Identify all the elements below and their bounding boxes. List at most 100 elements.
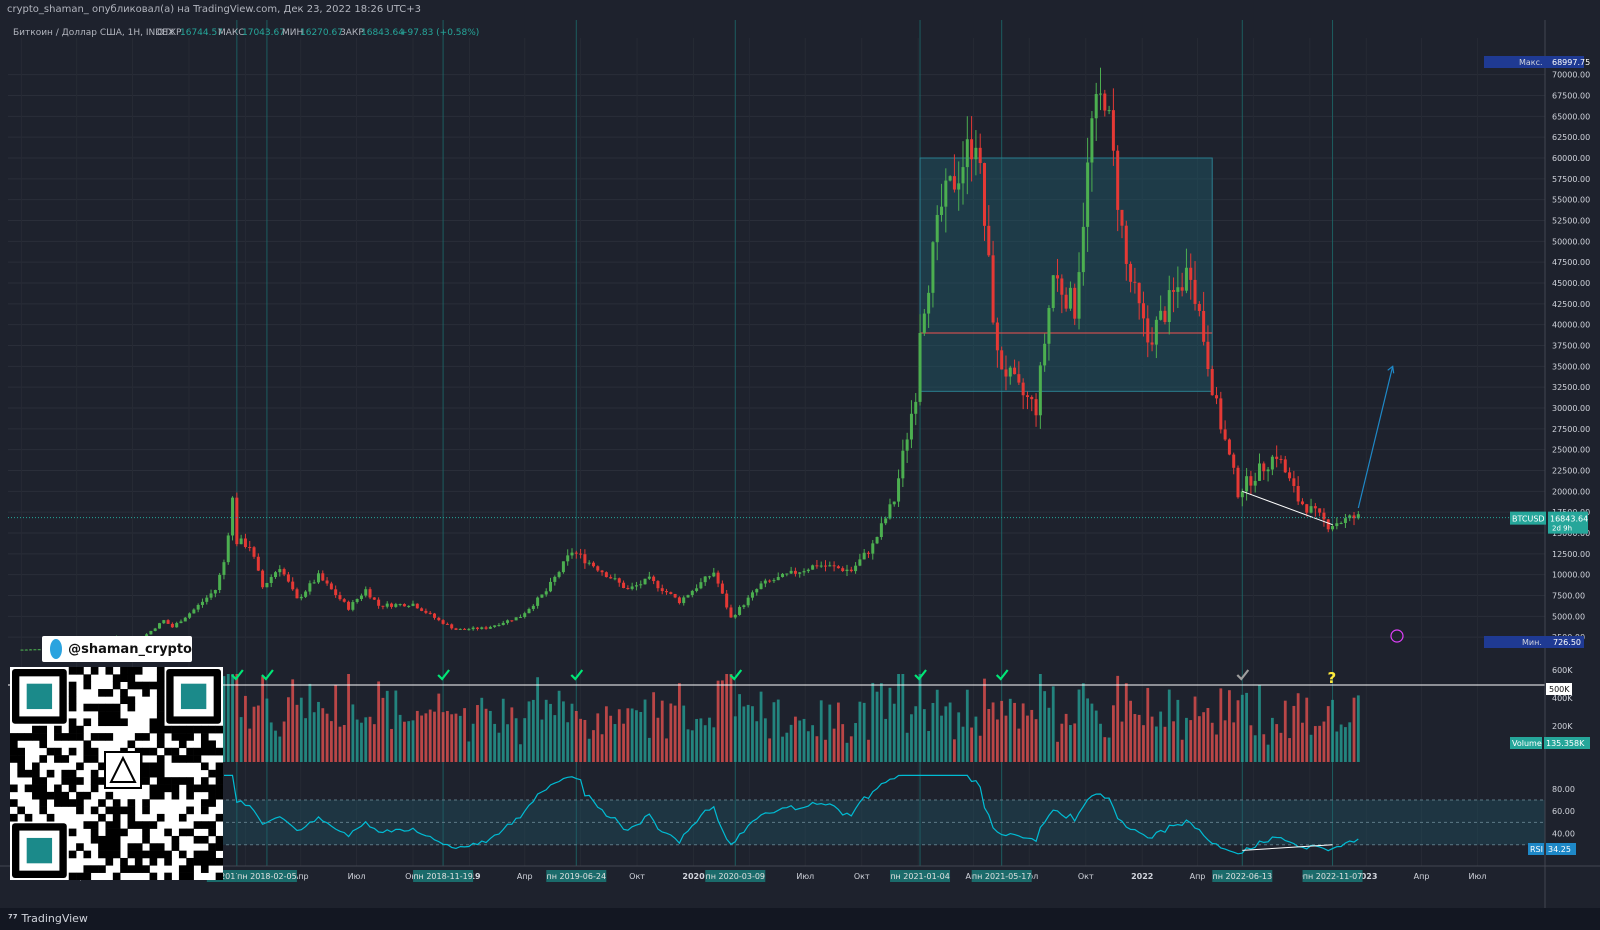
volume-bar xyxy=(338,726,342,762)
telegram-handle: @shaman_crypto xyxy=(68,641,192,657)
time-tick-label: Апр xyxy=(1190,872,1206,881)
qr-module xyxy=(134,850,143,859)
candle xyxy=(493,625,497,627)
volume-level-label: 500K xyxy=(1549,685,1570,694)
candle xyxy=(875,537,879,544)
volume-bar xyxy=(678,683,681,762)
price-tick-label: 60000.00 xyxy=(1552,154,1590,163)
volume-bar xyxy=(1043,691,1047,762)
candle xyxy=(935,214,939,243)
candle xyxy=(411,603,415,606)
volume-bar xyxy=(235,674,239,762)
volume-bar xyxy=(1253,735,1257,762)
volume-bar xyxy=(1056,741,1059,762)
volume-bar xyxy=(957,712,961,762)
qr-module xyxy=(90,703,99,712)
qr-module xyxy=(10,747,18,756)
qr-module xyxy=(68,769,77,778)
qr-module xyxy=(105,689,114,697)
volume-bar xyxy=(317,701,320,762)
candle xyxy=(716,572,720,584)
qr-module xyxy=(54,725,62,734)
check-signal-icon xyxy=(261,669,274,681)
qr-module xyxy=(105,835,114,844)
qr-module xyxy=(164,850,172,859)
tradingview-logo[interactable]: ⁷⁷ xyxy=(8,912,22,925)
volume-bar xyxy=(910,714,913,762)
volume-bar xyxy=(841,724,845,762)
volume-bar xyxy=(325,713,329,762)
volume-bar xyxy=(1240,694,1244,762)
qr-module xyxy=(156,718,165,727)
qr-module xyxy=(68,718,77,727)
qr-module xyxy=(83,703,92,712)
volume-bar xyxy=(914,706,918,762)
volume-bar xyxy=(729,674,733,762)
candle xyxy=(574,552,578,554)
qr-module xyxy=(90,835,99,844)
candle xyxy=(707,576,711,578)
candle xyxy=(398,604,402,606)
qr-module xyxy=(10,799,18,807)
candle xyxy=(768,580,772,582)
volume-bar xyxy=(261,676,265,762)
volume-bar xyxy=(1219,688,1223,762)
volume-bar xyxy=(686,729,690,762)
candle xyxy=(854,565,858,572)
volume-bar xyxy=(785,732,789,762)
volume-bar xyxy=(1228,690,1231,762)
volume-bar xyxy=(1309,734,1313,762)
candle xyxy=(729,607,733,618)
btc-chart[interactable]: 70000.00 67500.00 65000.00 62500.00 60000.00… xyxy=(0,20,1600,908)
candle xyxy=(377,599,381,606)
qr-module xyxy=(200,865,209,873)
volume-bar xyxy=(1081,683,1085,762)
qr-module xyxy=(200,806,209,815)
volume-bar xyxy=(824,739,827,762)
volume-bar xyxy=(759,691,763,762)
volume-bar xyxy=(703,725,707,762)
max-value: 68997.75 xyxy=(1552,58,1590,67)
volume-bar xyxy=(854,723,857,762)
volume-bar xyxy=(549,703,552,762)
qr-module xyxy=(83,865,92,873)
volume-bar xyxy=(940,715,943,762)
volume-bar xyxy=(488,710,492,762)
question-signal: ? xyxy=(1328,669,1337,687)
price-tick-label: 10000.00 xyxy=(1552,571,1590,580)
volume-bar xyxy=(454,713,458,762)
qr-module xyxy=(112,681,121,690)
qr-module xyxy=(105,850,114,859)
volume-bar xyxy=(660,700,664,762)
candle xyxy=(884,518,888,524)
telegram-badge[interactable]: @shaman_crypto xyxy=(42,636,192,662)
volume-bar xyxy=(1103,737,1107,762)
volume-bar xyxy=(476,705,479,762)
time-tick-label: Окт xyxy=(1078,872,1094,881)
volume-bar xyxy=(1034,719,1038,762)
volume-bar xyxy=(579,718,582,762)
qr-module xyxy=(68,681,77,690)
volume-bar xyxy=(540,719,544,762)
qr-module xyxy=(142,689,150,697)
candle xyxy=(1249,476,1253,486)
lightning-icon[interactable] xyxy=(1390,629,1404,643)
candle xyxy=(420,608,424,611)
event-marker-label: пн 2021-01-04 xyxy=(890,872,950,881)
rsi-label: RSI xyxy=(1530,845,1543,854)
candle xyxy=(196,604,200,610)
qr-module xyxy=(149,791,158,800)
qr-module xyxy=(90,784,99,793)
qr-module xyxy=(208,843,216,851)
volume-bar xyxy=(733,716,737,762)
candle xyxy=(243,538,247,547)
qr-module xyxy=(208,857,216,866)
volume-value: 135.358K xyxy=(1546,739,1585,748)
volume-bar xyxy=(867,739,870,762)
volume-bar xyxy=(970,727,973,762)
qr-module xyxy=(149,872,158,881)
candle xyxy=(1021,382,1025,396)
candle xyxy=(622,582,626,589)
volume-bar xyxy=(617,709,621,762)
candle xyxy=(892,501,896,505)
